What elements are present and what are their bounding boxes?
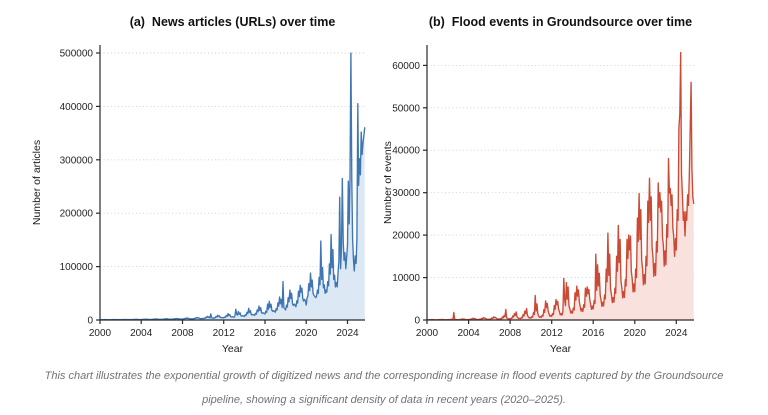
x-tick-label: 2016	[582, 328, 605, 339]
y-tick-label: 0	[414, 316, 420, 327]
x-tick-label: 2012	[541, 328, 564, 339]
y-tick-label: 400000	[60, 102, 94, 113]
chart-title: (a) News articles (URLs) over time	[130, 15, 336, 29]
y-tick-label: 0	[87, 316, 93, 327]
x-tick-label: 2004	[457, 328, 480, 339]
x-tick-label: 2000	[89, 328, 112, 339]
y-tick-label: 200000	[60, 209, 94, 220]
chart-title: (b) Flood events in Groundsource over ti…	[429, 15, 692, 29]
x-tick-label: 2020	[295, 328, 318, 339]
x-tick-label: 2020	[624, 328, 647, 339]
x-tick-label: 2024	[336, 328, 359, 339]
series-line	[99, 52, 366, 321]
y-axis-title: Number of events	[384, 141, 394, 224]
caption-line-2: pipeline, showing a significant density …	[202, 394, 566, 406]
y-tick-label: 60000	[392, 61, 420, 72]
y-tick-label: 100000	[60, 262, 94, 273]
x-axis-title: Year	[550, 343, 572, 355]
y-tick-label: 10000	[392, 273, 420, 284]
x-tick-label: 2016	[254, 328, 277, 339]
y-axis-title: Number of articles	[31, 140, 43, 225]
x-tick-label: 2004	[130, 328, 153, 339]
caption-line-1: This chart illustrates the exponential g…	[44, 370, 724, 382]
x-tick-label: 2000	[416, 328, 439, 339]
x-tick-label: 2008	[499, 328, 522, 339]
charts-row: 0 100000 200000 300000 400000 500000 2000 2004 2…	[31, 15, 695, 355]
y-tick-label: 40000	[392, 146, 420, 157]
flood-events-chart: 0 10000 20000 30000 40000 50000 60000 2000 2004 2…	[384, 15, 695, 355]
y-tick-label: 50000	[392, 103, 420, 114]
y-tick-label: 500000	[60, 49, 94, 60]
y-tick-label: 300000	[60, 155, 94, 166]
news-articles-chart: 0 100000 200000 300000 400000 500000 2000 2004 2…	[31, 15, 366, 355]
x-tick-label: 2008	[171, 328, 194, 339]
series-line	[426, 51, 695, 321]
y-tick-label: 30000	[392, 188, 420, 199]
x-tick-label: 2024	[665, 328, 688, 339]
series-area	[100, 53, 365, 320]
series-area	[427, 52, 694, 320]
y-tick-label: 20000	[392, 231, 420, 242]
figure-caption: This chart illustrates the exponential g…	[0, 364, 768, 412]
x-tick-label: 2012	[213, 328, 236, 339]
x-axis-title: Year	[222, 343, 244, 355]
